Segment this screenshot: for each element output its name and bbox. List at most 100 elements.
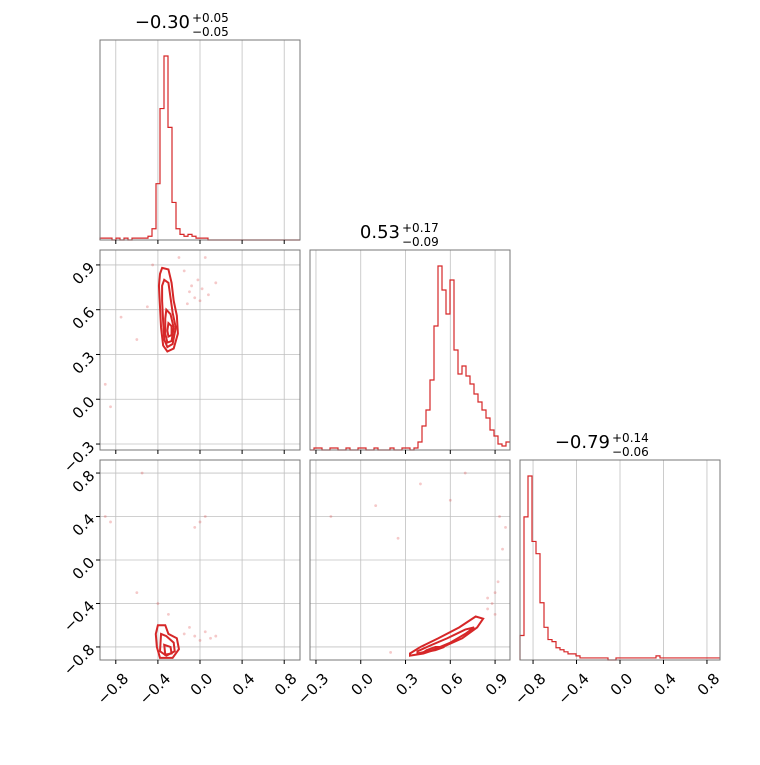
hist-panel-0: −0.30 +0.05−0.05: [99, 11, 301, 244]
sample-point: [188, 625, 191, 629]
sample-point: [151, 263, 155, 267]
param-title-plus-2: +0.14: [612, 431, 649, 445]
sample-point: [185, 302, 189, 306]
sample-point: [374, 504, 378, 508]
y-tick-label: 0.4: [69, 510, 99, 540]
x-tick-label: 0.6: [437, 670, 467, 700]
param-title-minus-1: −0.09: [402, 235, 439, 249]
param-title-plus-1: +0.17: [402, 221, 439, 235]
contour-level-2: [164, 307, 175, 344]
sample-point: [193, 634, 197, 638]
sample-point: [198, 639, 202, 642]
hist-panel-2: −0.79 +0.14−0.06: [519, 431, 721, 664]
contour-level-2: [163, 643, 173, 656]
sample-point: [140, 471, 144, 475]
sample-point: [156, 602, 160, 605]
sample-point: [389, 650, 392, 654]
y-tick-label: 0.6: [69, 303, 99, 333]
sample-point: [196, 278, 200, 282]
sample-point: [486, 596, 490, 600]
y-tick-label: 0.0: [69, 393, 99, 423]
sample-point: [188, 290, 191, 294]
sample-point: [396, 536, 400, 540]
x-tick-label: 0.4: [229, 670, 259, 700]
sample-point: [207, 293, 210, 297]
sample-point: [103, 382, 107, 386]
sample-point: [193, 525, 197, 529]
sample-point: [135, 591, 139, 595]
sample-point: [203, 256, 207, 259]
sample-point: [490, 602, 494, 605]
sample-point: [486, 607, 490, 611]
param-title-1: 0.53: [360, 222, 400, 243]
contour-level-2: [422, 645, 445, 654]
y-tick-label: −0.3: [60, 438, 98, 476]
y-tick-label: −0.8: [60, 641, 98, 679]
sample-point: [448, 498, 452, 502]
sample-point: [145, 305, 149, 309]
sample-point: [135, 338, 139, 341]
contour-level-0: [157, 266, 179, 353]
sample-point: [504, 525, 507, 529]
sample-point: [109, 405, 112, 409]
sample-point: [182, 632, 186, 636]
panel-frame: [309, 249, 511, 451]
param-title-2: −0.79: [555, 432, 610, 453]
sample-point: [493, 612, 497, 616]
x-tick-label: −0.8: [511, 670, 549, 708]
x-tick-label: 0.4: [650, 670, 680, 700]
x-tick-label: 0.0: [348, 670, 378, 700]
panel-frame: [309, 459, 511, 661]
sample-point: [498, 515, 501, 518]
y-tick-label: 0.9: [69, 259, 99, 289]
y-tick-label: 0.3: [69, 348, 99, 378]
sample-point: [463, 471, 467, 475]
y-tick-label: −0.4: [60, 597, 98, 635]
scatter-panel-1: [96, 459, 301, 664]
x-tick-label: −0.3: [294, 670, 332, 708]
scatter-panel-2: [309, 459, 511, 664]
scatter-panel-0: [96, 249, 301, 454]
sample-point: [109, 520, 112, 524]
x-tick-label: 0.3: [392, 670, 422, 700]
x-tick-label: 0.8: [694, 670, 724, 700]
param-title-minus-2: −0.06: [612, 445, 649, 459]
sample-point: [203, 630, 207, 634]
sample-point: [493, 591, 497, 595]
y-tick-label: 0.0: [69, 554, 99, 584]
param-title-minus-0: −0.05: [192, 25, 229, 39]
contour-level-1: [161, 278, 177, 349]
hist-panel-1: 0.53 +0.17−0.09: [309, 221, 511, 454]
sample-point: [190, 284, 193, 288]
sample-point: [182, 269, 186, 273]
sample-point: [214, 634, 218, 638]
sample-point: [496, 580, 500, 584]
sample-point: [167, 612, 170, 616]
sample-point: [198, 299, 202, 303]
sample-point: [103, 515, 107, 518]
sample-point: [193, 296, 197, 300]
sample-point: [209, 636, 212, 640]
sample-point: [329, 515, 333, 518]
contour-level-3: [166, 321, 173, 339]
param-title-plus-0: +0.05: [192, 11, 229, 25]
sample-point: [198, 520, 202, 524]
sample-point: [203, 515, 207, 518]
x-tick-label: −0.8: [94, 670, 132, 708]
histogram-1: [310, 265, 510, 451]
x-tick-label: −0.4: [136, 670, 174, 708]
histogram-2: [519, 475, 720, 661]
sample-point: [200, 287, 204, 291]
sample-point: [419, 482, 422, 486]
sample-point: [501, 547, 504, 551]
param-title-0: −0.30: [135, 12, 190, 33]
x-tick-label: −0.4: [554, 670, 592, 708]
x-tick-label: 0.0: [607, 670, 637, 700]
x-tick-label: 0.9: [482, 670, 512, 700]
contour-level-1: [158, 632, 176, 657]
sample-point: [119, 315, 123, 319]
x-tick-label: 0.0: [187, 670, 217, 700]
sample-point: [214, 281, 218, 285]
sample-point: [177, 256, 181, 259]
